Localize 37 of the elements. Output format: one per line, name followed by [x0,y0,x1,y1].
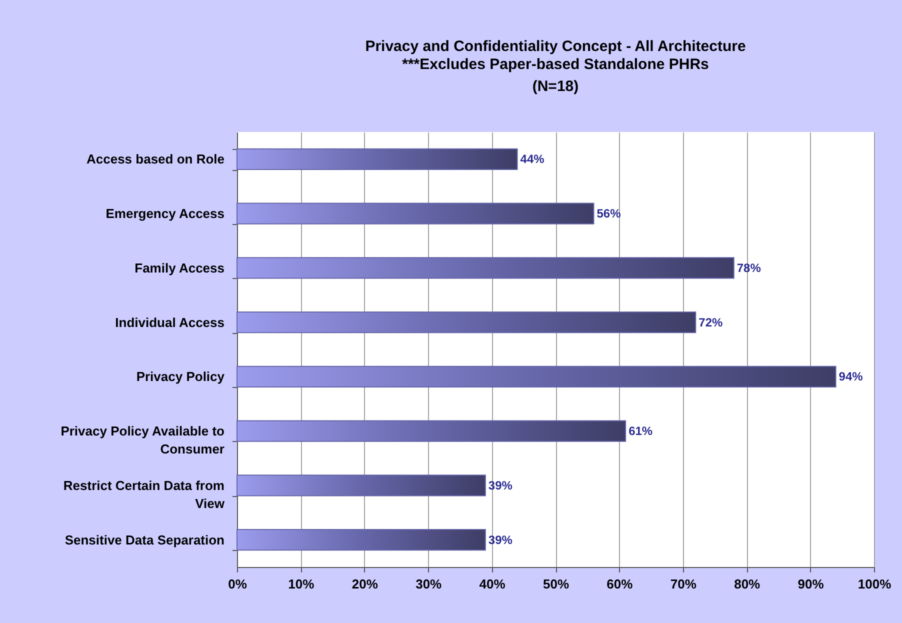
y-tick-label: Emergency Access [106,206,224,222]
y-tick-label: Access based on Role [86,152,224,167]
x-tick-label: 10% [288,576,315,592]
y-tick-label: Sensitive Data Separation [64,532,225,548]
bar [236,528,486,551]
bar [236,148,518,170]
data-label: 61% [628,424,653,438]
y-tick-label: Privacy Policy [136,369,226,384]
bar [236,257,734,279]
x-tick-label: 20% [352,576,378,592]
data-label: 78% [736,260,762,275]
bar [236,311,696,334]
x-tick-label: 40% [479,576,506,592]
data-label: 72% [698,315,723,330]
chart-subtitle: ***Excludes Paper-based Standalone PHRs (N=18) [402,56,709,95]
x-tick-label: 60% [606,576,634,592]
bar [236,474,486,496]
data-label: 94% [838,370,864,384]
bar [236,420,626,442]
data-label: 39% [488,478,513,492]
x-tick-label: 80% [734,576,761,592]
x-tick-label: 0% [228,576,248,592]
y-tick-label: Individual Access [115,314,224,330]
x-tick-label: 100% [858,576,892,592]
y-tick-label: Restrict Certain Data from View [63,478,226,511]
x-tick-label: 90% [798,576,824,592]
data-label: 44% [520,152,545,166]
bar [236,366,836,388]
y-tick-label: Privacy Policy Available to Consumer [60,424,225,457]
bar [236,202,594,224]
x-tick-label: 50% [542,576,570,592]
x-tick-label: 30% [416,576,442,592]
y-tick-label: Family Access [134,260,224,276]
x-tick-label: 70% [670,576,697,592]
data-label: 39% [488,532,513,547]
data-label: 56% [596,206,622,221]
chart-title: Privacy and Confidentiality Concept - All Architecture [365,38,746,55]
